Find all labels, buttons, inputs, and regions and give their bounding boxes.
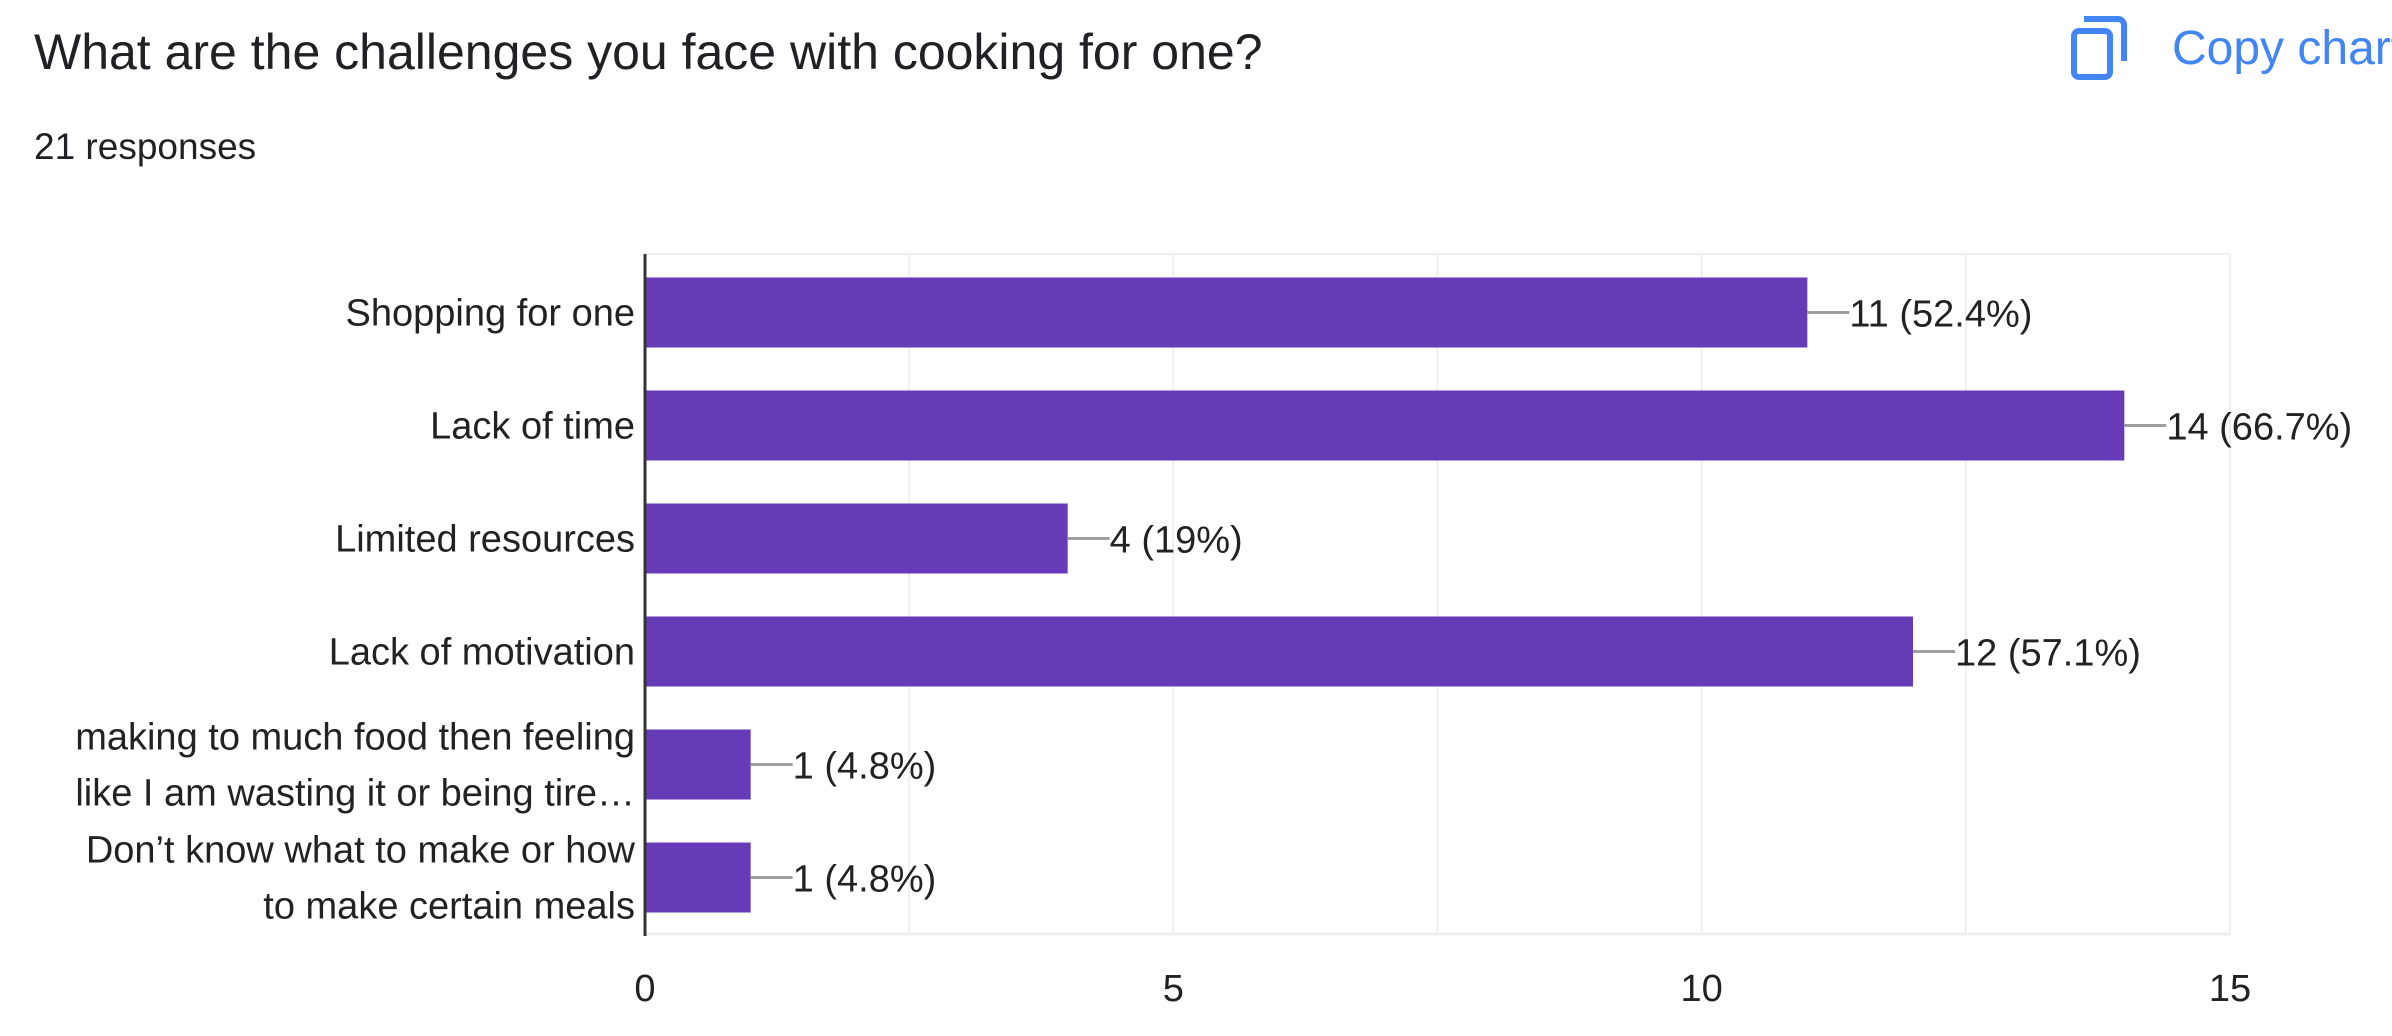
category-label: making to much food then feeling like I a… — [75, 717, 635, 815]
x-tick-label: 0 — [634, 968, 655, 1010]
copy-chart-label: Copy chart — [2172, 21, 2392, 75]
category-label: Shopping for one — [346, 293, 635, 335]
data-label: 1 (4.8%) — [793, 859, 937, 901]
bar[interactable] — [645, 729, 751, 800]
category-label: Lack of time — [430, 406, 635, 448]
data-label: 14 (66.7%) — [2166, 407, 2352, 449]
data-label: 4 (19%) — [1110, 520, 1243, 562]
x-tick-label: 15 — [2209, 968, 2251, 1010]
data-label: 12 (57.1%) — [1955, 633, 2141, 675]
x-tick-label: 5 — [1163, 968, 1184, 1010]
data-label: 11 (52.4%) — [1849, 294, 2032, 336]
bar[interactable] — [645, 390, 2125, 461]
category-label: Limited resources — [335, 519, 635, 561]
x-tick-labels: 0 5 10 15 — [634, 968, 2251, 1010]
bar-chart: 11 (52.4%) 14 (66.7%) 4 (19%) 12 (57.1%) 1 (… — [75, 253, 2353, 1010]
bar[interactable] — [645, 503, 1068, 574]
data-labels: 11 (52.4%) 14 (66.7%) 4 (19%) 12 (57.1%) 1 (… — [793, 294, 2353, 901]
category-label: Don’t know what to make or how to make ce… — [86, 830, 636, 928]
bar[interactable] — [645, 842, 751, 913]
gridlines — [645, 253, 2231, 936]
bar[interactable] — [645, 616, 1913, 687]
category-label: Lack of motivation — [329, 632, 635, 674]
copy-chart-button[interactable]: Copy chart — [2068, 10, 2392, 86]
x-tick-label: 10 — [1681, 968, 1723, 1010]
question-title: What are the challenges you face with co… — [34, 24, 1263, 80]
bars — [645, 277, 2125, 913]
bar[interactable] — [645, 277, 1808, 348]
data-label: 1 (4.8%) — [793, 746, 937, 788]
label-leaders — [750, 311, 2167, 879]
category-labels: Shopping for one Lack of time Limited reso… — [75, 293, 635, 928]
copy-icon — [2068, 13, 2132, 83]
response-count: 21 responses — [34, 126, 257, 167]
